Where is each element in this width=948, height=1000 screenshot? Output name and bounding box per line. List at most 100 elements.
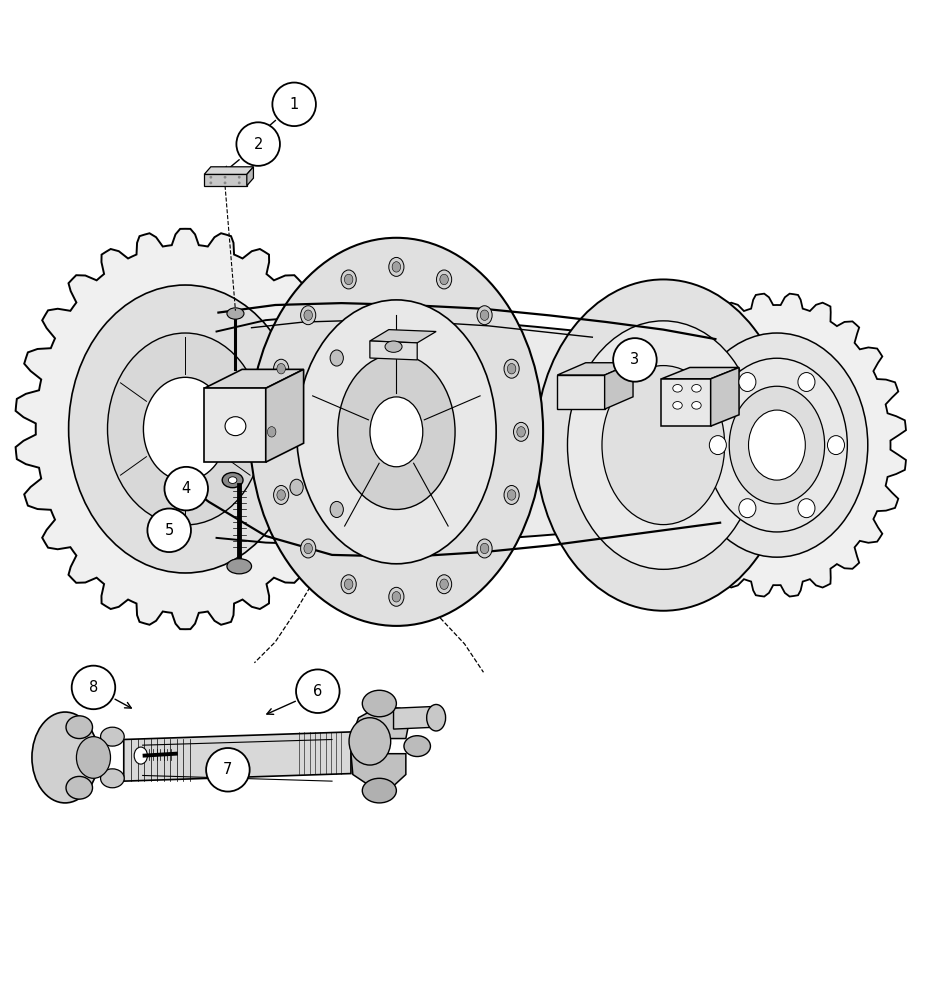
Ellipse shape xyxy=(344,274,353,285)
Ellipse shape xyxy=(290,479,303,495)
Ellipse shape xyxy=(290,372,303,388)
Polygon shape xyxy=(124,732,351,781)
Ellipse shape xyxy=(568,321,759,569)
Text: 6: 6 xyxy=(313,684,322,699)
Polygon shape xyxy=(246,167,253,186)
Circle shape xyxy=(164,467,208,510)
Ellipse shape xyxy=(692,402,702,409)
Ellipse shape xyxy=(692,385,702,392)
Ellipse shape xyxy=(344,579,353,589)
Ellipse shape xyxy=(481,543,489,554)
Ellipse shape xyxy=(362,690,396,717)
Ellipse shape xyxy=(304,543,313,554)
Circle shape xyxy=(613,338,657,382)
Ellipse shape xyxy=(238,181,241,184)
Ellipse shape xyxy=(392,592,401,602)
Ellipse shape xyxy=(798,499,815,518)
Ellipse shape xyxy=(341,575,356,594)
Ellipse shape xyxy=(222,473,243,488)
Polygon shape xyxy=(204,167,253,174)
Ellipse shape xyxy=(249,238,543,626)
Ellipse shape xyxy=(477,539,492,558)
Ellipse shape xyxy=(238,176,241,179)
Ellipse shape xyxy=(440,274,448,285)
Ellipse shape xyxy=(264,422,280,441)
Polygon shape xyxy=(265,369,303,462)
Ellipse shape xyxy=(301,539,316,558)
Ellipse shape xyxy=(107,333,263,525)
Circle shape xyxy=(206,748,249,792)
Text: 8: 8 xyxy=(89,680,98,695)
Polygon shape xyxy=(711,367,739,426)
Ellipse shape xyxy=(301,306,316,325)
Ellipse shape xyxy=(436,575,451,594)
Ellipse shape xyxy=(143,377,228,481)
Polygon shape xyxy=(351,754,406,786)
Ellipse shape xyxy=(297,300,496,564)
Text: 1: 1 xyxy=(289,97,299,112)
Ellipse shape xyxy=(536,279,792,611)
Ellipse shape xyxy=(210,181,212,184)
Ellipse shape xyxy=(370,397,423,467)
Ellipse shape xyxy=(440,579,448,589)
Ellipse shape xyxy=(100,769,124,788)
Ellipse shape xyxy=(392,262,401,272)
Ellipse shape xyxy=(706,358,848,532)
Ellipse shape xyxy=(330,501,343,518)
Polygon shape xyxy=(15,229,355,629)
Ellipse shape xyxy=(68,285,302,573)
Ellipse shape xyxy=(477,306,492,325)
Ellipse shape xyxy=(224,181,227,184)
Ellipse shape xyxy=(100,727,124,746)
Ellipse shape xyxy=(387,426,400,442)
Ellipse shape xyxy=(507,490,516,500)
Ellipse shape xyxy=(32,712,99,803)
Polygon shape xyxy=(204,174,246,186)
Ellipse shape xyxy=(371,479,384,495)
Ellipse shape xyxy=(267,427,276,437)
Ellipse shape xyxy=(362,778,396,803)
Ellipse shape xyxy=(341,270,356,289)
Ellipse shape xyxy=(227,559,251,574)
Polygon shape xyxy=(216,315,706,545)
Ellipse shape xyxy=(738,499,756,518)
Ellipse shape xyxy=(304,310,313,320)
Ellipse shape xyxy=(227,308,244,319)
Polygon shape xyxy=(662,367,739,379)
Ellipse shape xyxy=(504,359,520,378)
Ellipse shape xyxy=(427,704,446,731)
Ellipse shape xyxy=(404,736,430,757)
Text: 5: 5 xyxy=(165,523,173,538)
Ellipse shape xyxy=(277,364,285,374)
Ellipse shape xyxy=(225,417,246,436)
Ellipse shape xyxy=(224,176,227,179)
Text: 7: 7 xyxy=(223,762,232,777)
Circle shape xyxy=(72,666,116,709)
Polygon shape xyxy=(557,375,605,409)
Ellipse shape xyxy=(709,436,726,455)
Text: 3: 3 xyxy=(630,352,640,367)
Polygon shape xyxy=(605,363,633,409)
Ellipse shape xyxy=(245,138,253,148)
Circle shape xyxy=(236,122,280,166)
Polygon shape xyxy=(393,706,436,729)
Ellipse shape xyxy=(729,386,825,504)
Ellipse shape xyxy=(66,776,93,799)
Ellipse shape xyxy=(481,310,489,320)
Circle shape xyxy=(272,83,316,126)
Ellipse shape xyxy=(602,366,724,525)
Polygon shape xyxy=(100,311,904,549)
Ellipse shape xyxy=(507,364,516,374)
Ellipse shape xyxy=(385,341,402,352)
Ellipse shape xyxy=(337,354,455,509)
Ellipse shape xyxy=(349,718,391,765)
Polygon shape xyxy=(647,294,906,597)
Ellipse shape xyxy=(686,333,867,557)
Ellipse shape xyxy=(66,716,93,739)
Ellipse shape xyxy=(673,402,683,409)
Ellipse shape xyxy=(673,385,683,392)
Ellipse shape xyxy=(273,426,286,442)
Ellipse shape xyxy=(210,176,212,179)
Ellipse shape xyxy=(274,359,289,378)
Ellipse shape xyxy=(135,747,148,764)
